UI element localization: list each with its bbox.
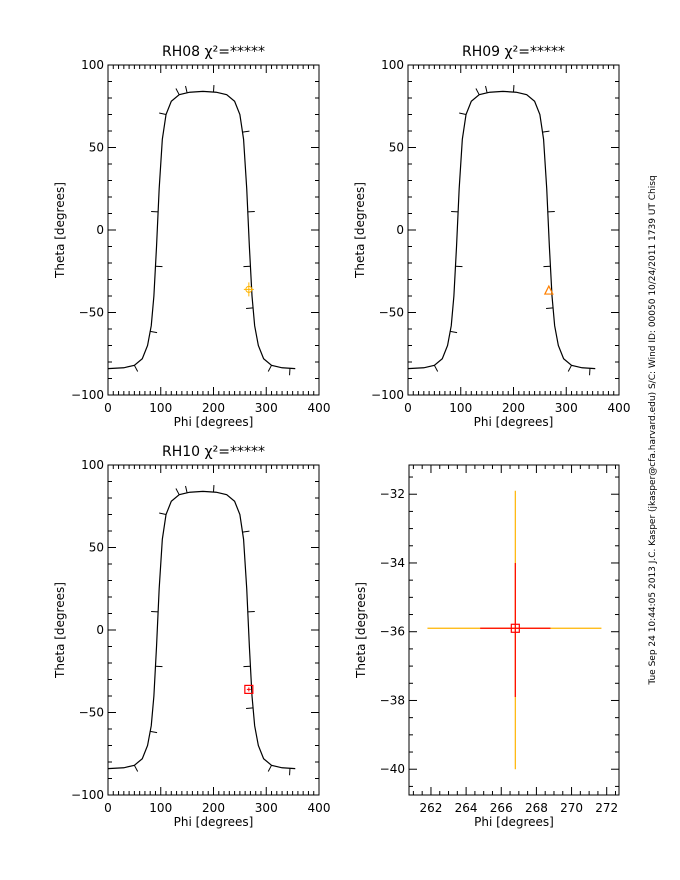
- y-tick-label: −100: [371, 388, 404, 402]
- y-tick-label: −50: [79, 306, 104, 320]
- plot-title: RH09 χ²=*****: [462, 44, 565, 60]
- curve-tick: [485, 85, 488, 93]
- x-tick-label: 268: [525, 801, 548, 815]
- y-tick-label: 50: [389, 141, 404, 155]
- y-tick-label: 100: [81, 458, 104, 472]
- curve-tick: [450, 330, 458, 334]
- center-marker-square: [510, 623, 520, 633]
- marker-square: [244, 684, 254, 695]
- y-tick-label: 50: [89, 541, 104, 555]
- x-tick-label: 300: [255, 401, 278, 415]
- curve-tick: [246, 307, 254, 309]
- x-tick-label: 0: [104, 801, 112, 815]
- curve-tick: [267, 365, 272, 372]
- plot-frame: [107, 464, 320, 796]
- curve-tick: [185, 485, 188, 493]
- y-tick-label: −40: [380, 762, 405, 776]
- curve-tick: [433, 365, 439, 372]
- y-tick-label: 0: [396, 223, 404, 237]
- marker-triangle: [543, 284, 554, 295]
- x-tick-label: 270: [560, 801, 583, 815]
- plot-frame: [107, 64, 320, 396]
- curve-tick: [175, 488, 180, 495]
- curve-tick: [159, 112, 167, 115]
- y-tick-label: −50: [379, 306, 404, 320]
- y-axis-label: Theta [degrees]: [53, 582, 67, 679]
- curve-tick: [475, 88, 480, 95]
- curve-tick: [185, 85, 188, 93]
- y-tick-label: 0: [96, 223, 104, 237]
- y-tick-label: −38: [380, 693, 405, 707]
- x-tick-label: 100: [149, 401, 172, 415]
- boundary-curve: [407, 90, 596, 370]
- curve-tick: [246, 707, 254, 709]
- x-tick-label: 262: [420, 801, 443, 815]
- curve-tick: [159, 512, 167, 515]
- x-tick-label: 264: [455, 801, 478, 815]
- x-tick-label: 100: [449, 401, 472, 415]
- curve-tick: [242, 530, 250, 533]
- curve-tick: [150, 330, 158, 334]
- y-tick-label: −50: [79, 706, 104, 720]
- plot-title: RH10 χ²=*****: [162, 444, 265, 460]
- y-tick-label: 100: [381, 58, 404, 72]
- y-tick-label: −100: [71, 788, 104, 802]
- x-tick-label: 300: [555, 401, 578, 415]
- x-axis-label: Phi [degrees]: [474, 815, 554, 829]
- x-tick-label: 200: [202, 801, 225, 815]
- x-tick-label: 272: [595, 801, 618, 815]
- x-tick-label: 100: [149, 801, 172, 815]
- x-tick-label: 266: [490, 801, 513, 815]
- x-axis-label: Phi [degrees]: [174, 415, 254, 429]
- x-axis-label: Phi [degrees]: [174, 815, 254, 829]
- boundary-curve: [107, 90, 296, 370]
- curve-tick: [133, 365, 139, 372]
- curve-tick: [133, 765, 139, 772]
- curve-tick: [242, 130, 250, 133]
- plot-frame: [407, 64, 620, 396]
- plot-title: RH08 χ²=*****: [162, 44, 265, 60]
- y-axis-label: Theta [degrees]: [53, 182, 67, 279]
- x-tick-label: 0: [104, 401, 112, 415]
- y-axis-label: Theta [degrees]: [354, 582, 368, 679]
- y-tick-label: 50: [89, 141, 104, 155]
- x-tick-label: 400: [608, 401, 631, 415]
- curve-tick: [567, 365, 572, 372]
- x-tick-label: 300: [255, 801, 278, 815]
- x-tick-label: 400: [308, 401, 331, 415]
- y-tick-label: 0: [96, 623, 104, 637]
- y-tick-label: 100: [81, 58, 104, 72]
- x-tick-label: 200: [202, 401, 225, 415]
- curve-tick: [150, 730, 158, 734]
- curve-tick: [175, 88, 180, 95]
- curve-tick: [459, 112, 467, 115]
- curve-tick: [542, 130, 550, 133]
- y-axis-label: Theta [degrees]: [353, 182, 367, 279]
- side-annotation: Tue Sep 24 10:44:05 2013 J.C. Kasper (jk…: [648, 175, 658, 685]
- y-tick-label: −34: [380, 556, 405, 570]
- plot-frame: [408, 464, 620, 796]
- y-tick-label: −100: [71, 388, 104, 402]
- y-tick-label: −32: [380, 487, 405, 501]
- curve-tick: [267, 765, 272, 772]
- curve-tick: [546, 307, 554, 309]
- y-tick-label: −36: [380, 625, 405, 639]
- boundary-curve: [107, 490, 296, 770]
- x-axis-label: Phi [degrees]: [474, 415, 554, 429]
- x-tick-label: 200: [502, 401, 525, 415]
- x-tick-label: 400: [308, 801, 331, 815]
- x-tick-label: 0: [404, 401, 412, 415]
